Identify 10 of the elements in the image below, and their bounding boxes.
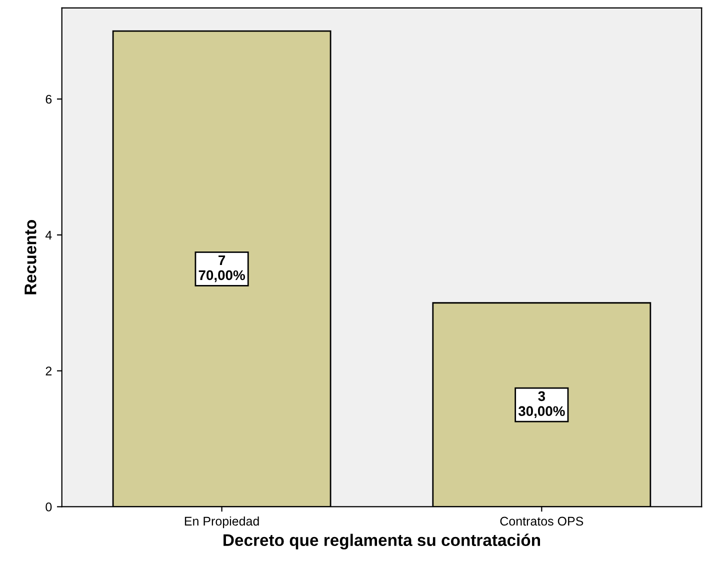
y-tick-label: 2 (46, 366, 52, 376)
x-axis-title: Decreto que reglamenta su contratación (224, 534, 540, 550)
x-tick-label: Contratos OPS (500, 516, 584, 526)
data-label: 7 70,00% (198, 255, 245, 282)
y-tick-label: 0 (46, 502, 52, 512)
y-axis-title: Recuento (24, 220, 36, 294)
data-label: 3 30,00% (518, 391, 565, 418)
x-tick-label: En Propiedad (184, 516, 259, 528)
y-tick-label: 4 (45, 230, 52, 240)
y-tick-label: 6 (46, 94, 52, 104)
